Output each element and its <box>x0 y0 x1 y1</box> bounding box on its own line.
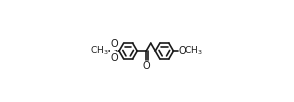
Text: O: O <box>179 46 186 56</box>
Text: CH$_3$: CH$_3$ <box>184 45 203 57</box>
Text: O: O <box>142 61 150 71</box>
Text: O: O <box>110 39 118 49</box>
Text: S: S <box>111 46 117 56</box>
Text: O: O <box>110 53 118 63</box>
Text: CH$_3$: CH$_3$ <box>90 45 109 57</box>
